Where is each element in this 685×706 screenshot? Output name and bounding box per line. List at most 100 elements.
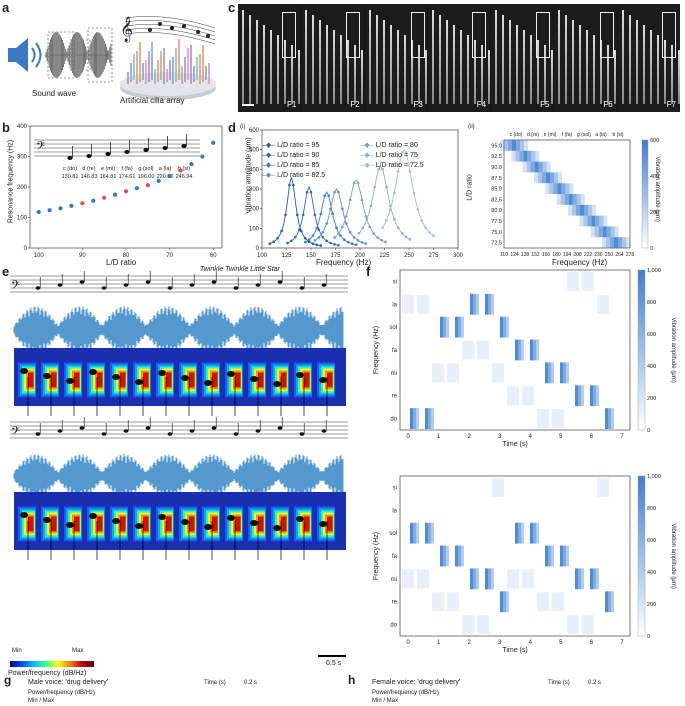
d-ii-xtick-label: 166: [542, 252, 551, 258]
d-ii-cell: [592, 204, 596, 216]
f-xtick-label: 3: [498, 640, 502, 646]
d-series-point: [377, 168, 380, 171]
d-xtick-label: 200: [355, 253, 366, 259]
d-ii-cell: [565, 183, 570, 194]
d-series-point: [428, 231, 431, 234]
note-head: [123, 429, 129, 433]
note-head: [143, 148, 149, 152]
spectrogram-blob: [235, 372, 241, 388]
f-ytick-label: la: [392, 508, 397, 514]
f-cell: [611, 591, 614, 613]
f-cell-faint: [537, 592, 549, 612]
frame-label: F4: [476, 100, 487, 109]
f-cell: [548, 545, 551, 567]
note-head: [319, 377, 327, 383]
note-head: [105, 152, 111, 156]
f-xtick-label: 7: [620, 434, 624, 440]
d-ii-cell: [534, 161, 539, 173]
d-series-point: [303, 240, 307, 244]
legend-entry: –◆– L/D ratio = 85: [262, 162, 320, 169]
d-series-point: [319, 244, 323, 247]
d-series-point: [290, 239, 293, 243]
f-xtick-label: 1: [437, 640, 441, 646]
d-series-point: [292, 183, 295, 187]
d-series-point: [309, 190, 313, 194]
highlight-box: [600, 12, 615, 58]
b-note-name: c (do): [63, 166, 77, 172]
f-cell: [515, 339, 518, 361]
d-ii-ytick-label: 95.0: [491, 143, 502, 149]
d-ii-xtick-label: 138: [521, 252, 530, 258]
d-ii-cell: [508, 140, 512, 151]
note-head: [158, 514, 166, 520]
d-series-point: [350, 242, 354, 245]
cilia-frame: F7: [617, 4, 680, 112]
f-cell: [470, 568, 473, 590]
f-ytick-label: do: [390, 623, 397, 629]
d-series-point: [325, 222, 328, 225]
note-head: [181, 375, 189, 381]
f-cell: [431, 408, 434, 429]
f-cell: [503, 316, 506, 338]
note-head: [124, 150, 130, 154]
d-series-point: [400, 151, 404, 154]
e-scale-bar: [318, 655, 346, 657]
note-head: [273, 525, 281, 531]
note-head: [101, 432, 107, 436]
f-ytick-label: sol: [389, 531, 397, 537]
d-ii-cell: [511, 150, 516, 162]
f-ytick-label: fa: [392, 348, 398, 354]
panel-letter-h: h: [348, 673, 355, 687]
d-ytick-label: 600: [249, 128, 260, 134]
spectrogram-blob: [97, 372, 103, 388]
f-cell: [521, 522, 524, 544]
f-cell: [611, 408, 614, 429]
d-series-point: [400, 231, 404, 235]
f-cell-faint: [507, 569, 519, 589]
f-xtick-label: 4: [529, 434, 533, 440]
note-head: [321, 283, 327, 287]
d-series-point: [327, 194, 330, 197]
f-cell-faint: [432, 363, 444, 383]
d-series-point: [288, 183, 291, 187]
d-ii-note-label: c (do): [510, 132, 523, 138]
d-ytick-label: 500: [249, 148, 260, 154]
d-ii-cell: [568, 194, 573, 205]
d-ii-xtick-label: 208: [573, 252, 582, 258]
d-series-point: [315, 226, 319, 230]
d-ii-cell: [545, 183, 550, 194]
d-ii-cell: [564, 194, 569, 205]
f-cell: [506, 316, 509, 338]
b-xtick-label: 70: [166, 253, 173, 259]
d-series-point: [299, 229, 303, 233]
d-series-point: [337, 243, 340, 247]
f-cell: [458, 316, 461, 338]
highlight-box: [471, 12, 486, 58]
bass-clef-icon: 𝄢: [11, 278, 20, 294]
f-xlabel: Time (s): [502, 647, 527, 654]
d-ii-ylabel: L/D ratio: [466, 174, 474, 201]
b-note-freq: 174.61: [119, 174, 136, 180]
b-note-freq: 130.81: [62, 174, 79, 180]
note-head: [135, 523, 143, 529]
f-cell: [575, 385, 578, 407]
b-note-name: b (si): [178, 166, 190, 172]
d-series-point: [341, 207, 344, 211]
f-cell: [461, 316, 464, 338]
d-series-point: [354, 243, 358, 247]
spectrogram-blob: [28, 516, 34, 532]
d-series-point: [384, 240, 387, 244]
f-cell: [413, 408, 416, 429]
d-series-point: [325, 239, 328, 243]
note-head: [250, 520, 258, 526]
d-ii-cbar-tick: 0: [650, 246, 653, 252]
f-cell: [491, 293, 494, 315]
spectrogram-blob: [212, 372, 218, 388]
f-cell: [473, 568, 476, 590]
e-scale-label: 0.5 s: [326, 660, 342, 667]
d-ii-xtick-label: 110: [500, 252, 508, 258]
f-ytick-label: re: [392, 600, 398, 606]
d-series-point: [333, 190, 336, 194]
note-head: [255, 429, 261, 433]
d-series-point: [344, 222, 348, 225]
